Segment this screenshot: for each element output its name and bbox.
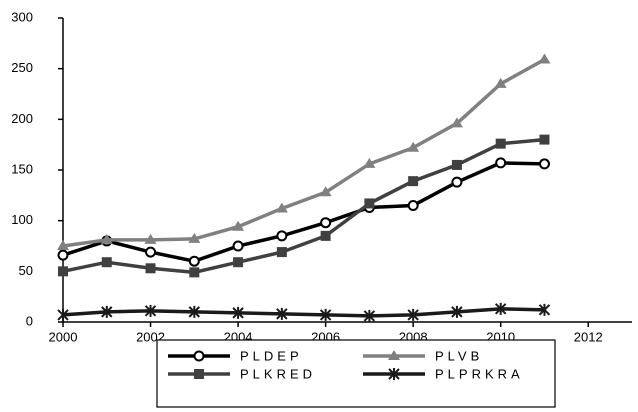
marker <box>495 138 506 149</box>
marker <box>363 157 376 168</box>
marker <box>320 217 332 229</box>
legend-label: PLPRKRA <box>435 366 524 381</box>
marker <box>276 230 288 242</box>
marker <box>388 350 400 360</box>
marker <box>407 141 420 152</box>
y-tick-label: 250 <box>11 60 33 75</box>
marker <box>407 308 419 321</box>
legend: PLDEP PLVB PLKRED PLPRKRA <box>156 339 556 408</box>
marker <box>188 305 201 318</box>
marker <box>275 202 288 213</box>
legend-label: PLVB <box>435 348 483 363</box>
marker <box>194 369 204 379</box>
marker <box>232 240 244 252</box>
marker <box>388 368 400 380</box>
series-line <box>62 307 545 318</box>
marker <box>364 198 375 209</box>
marker <box>145 263 156 274</box>
y-tick-label: 100 <box>11 212 33 227</box>
marker <box>144 304 157 317</box>
marker <box>144 233 157 244</box>
marker <box>451 176 463 188</box>
y-tick-label: 50 <box>19 263 33 278</box>
marker <box>233 257 244 268</box>
marker <box>450 117 463 128</box>
marker <box>57 249 69 261</box>
marker <box>495 157 507 169</box>
marker <box>232 220 245 231</box>
marker <box>57 240 69 250</box>
marker <box>494 302 507 315</box>
marker <box>145 246 157 258</box>
marker <box>494 77 507 88</box>
y-tick-label: 150 <box>11 161 33 176</box>
x-tick-label: 2012 <box>574 329 603 344</box>
marker <box>407 199 419 211</box>
marker <box>189 267 200 278</box>
marker <box>276 307 288 320</box>
marker <box>193 350 205 362</box>
marker <box>101 257 112 268</box>
marker <box>319 308 332 321</box>
marker <box>538 158 550 170</box>
marker <box>101 305 113 318</box>
marker <box>538 303 551 316</box>
marker <box>320 230 331 241</box>
x-tick-label: 2000 <box>49 329 78 344</box>
marker <box>276 247 287 258</box>
y-tick-label: 0 <box>26 313 33 328</box>
marker <box>451 159 462 170</box>
marker <box>188 255 200 267</box>
marker <box>363 309 376 322</box>
legend-item: PLKRED <box>168 366 316 381</box>
marker <box>188 232 201 243</box>
y-tick-label: 300 <box>11 9 33 24</box>
series-line <box>62 161 545 264</box>
marker <box>408 176 419 187</box>
marker <box>451 305 463 318</box>
series-line <box>62 137 545 275</box>
marker <box>319 186 332 197</box>
marker <box>58 266 68 277</box>
series-line <box>62 58 546 248</box>
y-tick-label: 200 <box>11 111 33 126</box>
marker <box>100 233 113 244</box>
legend-label: PLDEP <box>240 348 303 363</box>
legend-item: PLDEP <box>168 348 303 363</box>
legend-label: PLKRED <box>240 366 316 381</box>
marker <box>539 134 550 145</box>
legend-item: PLVB <box>363 348 483 363</box>
marker <box>57 308 69 321</box>
legend-item: PLPRKRA <box>363 366 524 381</box>
marker <box>538 53 551 64</box>
marker <box>232 306 244 319</box>
